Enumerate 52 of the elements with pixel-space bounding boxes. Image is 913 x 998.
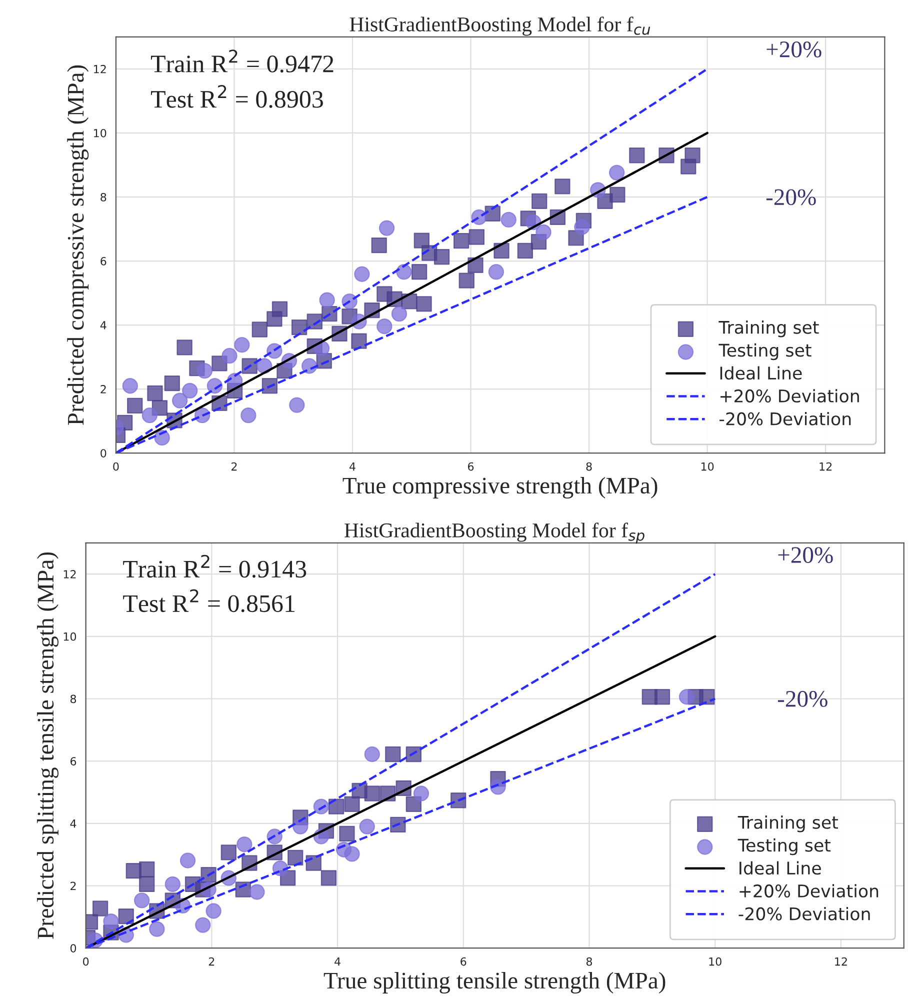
annotation: Test R$^{2}$ = 0.8561 <box>123 589 295 612</box>
y-tick-label: 0 <box>100 449 106 458</box>
x-tick-label: 4 <box>334 957 340 966</box>
annotation: Test R$^{2}$ = 0.8903 <box>151 84 323 108</box>
x-tick-label: 2 <box>232 462 237 471</box>
x-axis-title: True splitting tensile strength (MPa) <box>324 972 666 994</box>
legend-label: Ideal Line <box>720 366 802 380</box>
annotation: Train R$^{2}$ = 0.9472 <box>151 50 334 73</box>
legend-label: -20% Deviation <box>720 412 851 426</box>
x-tick-label: 12 <box>835 957 847 966</box>
x-tick-label: 12 <box>820 462 832 471</box>
x-tick-label: 10 <box>709 957 722 966</box>
y-tick-label: 8 <box>70 694 76 704</box>
y-tick-label: 8 <box>100 192 106 202</box>
legend-label: Testing set <box>718 343 812 360</box>
x-tick-label: 8 <box>586 462 592 471</box>
annotation: -20% <box>766 189 816 206</box>
x-axis-title: True compressive strength (MPa) <box>342 477 658 499</box>
chart-title: HistGradientBoosting Model for f$_{sp}$ <box>344 522 644 544</box>
annotation: +20% <box>766 41 822 58</box>
y-tick-label: 10 <box>64 632 76 641</box>
x-tick-label: 6 <box>460 957 466 966</box>
legend-label: Training set <box>738 815 838 832</box>
legend-label: -20% Deviation <box>738 906 870 920</box>
legend-label: +20% Deviation <box>720 389 859 403</box>
x-tick-label: 0 <box>113 462 119 471</box>
legend-label: Testing set <box>738 838 831 856</box>
y-axis-title: Predicted compressive strength (MPa) <box>67 65 89 425</box>
x-tick-label: 2 <box>208 957 214 966</box>
annotation: +20% <box>778 547 833 564</box>
x-tick-label: 6 <box>468 462 474 471</box>
annotation: Train R$^{2}$ = 0.9143 <box>123 554 306 578</box>
x-tick-label: 8 <box>586 957 592 966</box>
y-tick-label: 6 <box>100 256 106 266</box>
y-tick-label: 4 <box>70 820 76 828</box>
y-tick-label: 4 <box>100 321 106 330</box>
chart-title: HistGradientBoosting Model for f$_{cu}$ <box>350 16 650 36</box>
y-tick-label: 10 <box>94 128 106 138</box>
y-tick-label: 12 <box>64 570 76 578</box>
legend-label: Training set <box>718 320 819 338</box>
legend-label: Ideal Line <box>740 861 821 875</box>
x-tick-label: 0 <box>83 957 89 966</box>
y-tick-label: 2 <box>100 385 106 394</box>
y-tick-label: 6 <box>70 757 76 766</box>
x-tick-label: 4 <box>349 462 356 471</box>
y-tick-label: 0 <box>70 944 76 952</box>
y-tick-label: 2 <box>70 882 76 890</box>
x-tick-label: 10 <box>701 462 714 471</box>
y-tick-label: 12 <box>94 64 106 74</box>
y-axis-title: Predicted splitting tensile strength (MPa) <box>37 552 58 939</box>
legend-label: +20% Deviation <box>740 884 878 898</box>
annotation: -20% <box>778 690 828 707</box>
